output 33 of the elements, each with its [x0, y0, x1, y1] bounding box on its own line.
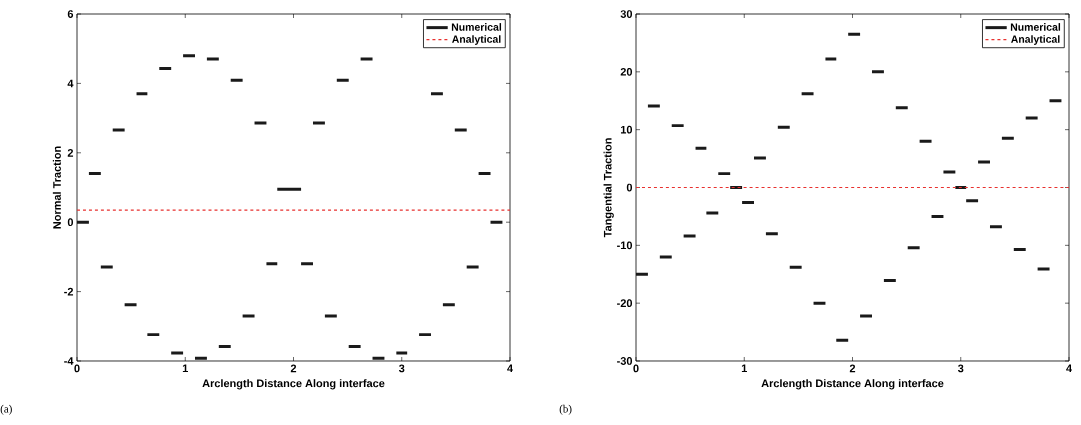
text: (b)	[559, 404, 572, 415]
y-tick-label: 4	[67, 79, 74, 88]
x-tick-label: 0	[74, 364, 80, 373]
x-tick-label: 2	[290, 364, 297, 373]
y-tick-label: 6	[67, 10, 74, 18]
y-tick-label: 30	[620, 10, 633, 18]
y-tick-label: -20	[617, 299, 633, 308]
legend-label: Numerical	[451, 23, 502, 31]
x-tick-label: 3	[398, 364, 405, 373]
x-axis-title: Arclength Distance Along interface	[761, 379, 944, 390]
x-tick-label: 4	[1066, 364, 1072, 373]
x-tick-label: 0	[633, 364, 639, 373]
x-tick-label: 3	[957, 364, 964, 373]
legend-label: Analytical	[1011, 35, 1060, 45]
y-tick-label: 0	[67, 218, 74, 227]
y-tick-label: -10	[617, 241, 633, 250]
legend-label: Numerical	[1010, 23, 1061, 31]
y-axis-title: Tangential Traction	[603, 138, 614, 238]
y-tick-label: 2	[67, 148, 74, 157]
y-axis-title: Normal Traction	[52, 146, 61, 229]
x-tick-label: 1	[741, 364, 747, 373]
x-tick-label: 2	[849, 364, 856, 373]
y-tick-label: -30	[617, 357, 633, 365]
x-tick-label: 1	[182, 364, 188, 373]
y-tick-label: 0	[626, 183, 633, 192]
x-tick-label: 4	[507, 364, 513, 373]
x-axis-title: Arclength Distance Along interface	[202, 379, 385, 390]
text: (a)	[0, 404, 12, 415]
legend-label: Analytical	[452, 35, 501, 45]
y-tick-label: -4	[64, 357, 74, 365]
y-tick-label: 10	[620, 125, 633, 134]
y-tick-label: 20	[620, 67, 633, 76]
y-tick-label: -2	[64, 287, 74, 296]
